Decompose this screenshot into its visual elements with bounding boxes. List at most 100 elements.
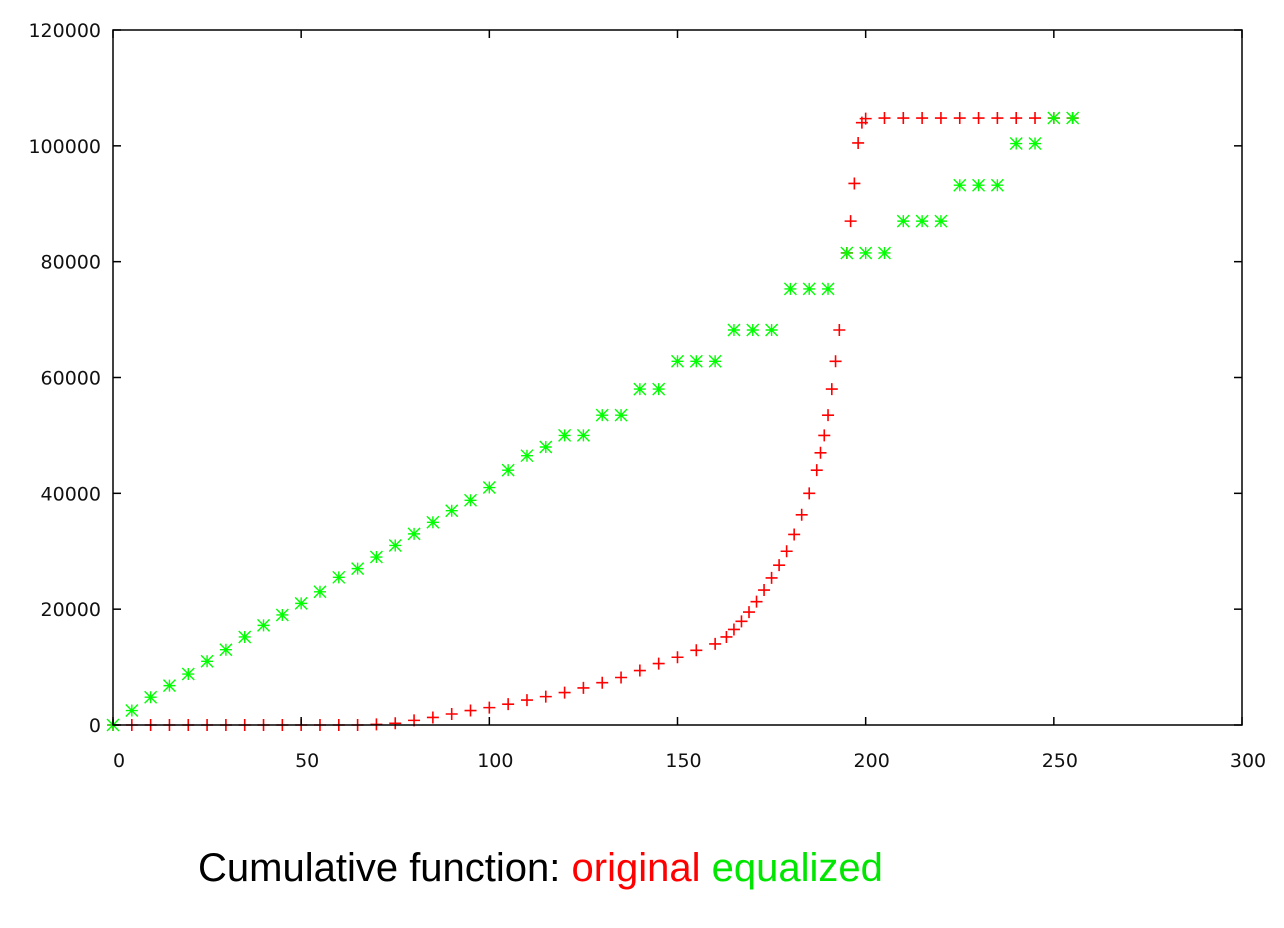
cumulative-scatter-chart: 0 50 100 150 200 250 300 0 20000 40000 60000 80000… (28, 20, 1266, 772)
data-point-original (822, 409, 835, 422)
data-point-original (848, 177, 861, 190)
data-point-equalized (746, 323, 760, 337)
data-point-original (803, 487, 816, 500)
data-point-equalized (708, 354, 722, 368)
x-tick-label: 0 (113, 750, 125, 772)
data-point-equalized (520, 449, 534, 463)
data-point-original (810, 464, 823, 477)
data-point-equalized (1066, 111, 1080, 125)
data-point-original (671, 651, 684, 664)
data-point-original (720, 630, 733, 643)
data-point-equalized (765, 323, 779, 337)
data-point-original (852, 136, 865, 149)
data-point-original (615, 671, 628, 684)
data-point-original (690, 644, 703, 657)
data-point-original (814, 446, 827, 459)
data-point-equalized (953, 178, 967, 192)
caption-original-label: original (571, 846, 701, 890)
data-point-equalized (313, 585, 327, 599)
data-point-original (1010, 112, 1023, 125)
data-point-equalized (614, 408, 628, 422)
data-point-equalized (859, 246, 873, 260)
data-point-equalized (1047, 111, 1061, 125)
data-point-equalized (332, 570, 346, 584)
x-axis-tick-labels: 0 50 100 150 200 250 300 (113, 750, 1266, 772)
caption-separator (700, 846, 711, 890)
x-tick-label: 150 (665, 750, 701, 772)
data-point-equalized (482, 481, 496, 495)
data-point-equalized (972, 178, 986, 192)
data-point-original (972, 112, 985, 125)
data-point-original (829, 355, 842, 368)
data-point-equalized (445, 504, 459, 518)
y-tick-label: 80000 (41, 252, 101, 274)
data-point-equalized (407, 527, 421, 541)
x-tick-label: 100 (477, 750, 513, 772)
data-point-equalized (501, 463, 515, 477)
data-point-equalized (840, 246, 854, 260)
y-tick-label: 100000 (28, 136, 101, 158)
y-tick-label: 20000 (41, 599, 101, 621)
data-point-original (709, 637, 722, 650)
data-point-equalized (219, 643, 233, 657)
axis-ticks (112, 29, 1243, 726)
data-point-equalized (388, 538, 402, 552)
data-point-equalized (464, 493, 478, 507)
data-point-original (727, 623, 740, 636)
data-point-equalized (200, 654, 214, 668)
data-point-equalized (727, 323, 741, 337)
data-point-original (818, 429, 831, 442)
data-point-original (652, 657, 665, 670)
x-tick-label: 200 (854, 750, 890, 772)
data-point-equalized (595, 408, 609, 422)
data-point-equalized (181, 667, 195, 681)
data-point-equalized (671, 354, 684, 368)
data-point-original (897, 112, 910, 125)
data-point-equalized (351, 562, 365, 576)
data-point-equalized (689, 354, 703, 368)
x-tick-label: 250 (1042, 750, 1078, 772)
y-tick-label: 0 (89, 715, 101, 737)
data-point-original (558, 686, 571, 699)
caption-equalized-label: equalized (711, 846, 883, 890)
data-point-original (780, 545, 793, 558)
data-point-original (833, 324, 846, 337)
data-point-original (502, 698, 515, 711)
x-tick-label: 50 (295, 750, 319, 772)
data-point-equalized (576, 428, 590, 442)
data-point-equalized (915, 214, 929, 228)
data-point-equalized (369, 550, 383, 564)
data-point-original (389, 717, 402, 730)
data-point-original (633, 664, 646, 677)
data-point-original (844, 215, 857, 228)
data-point-equalized (821, 282, 835, 296)
data-point-original (539, 690, 552, 703)
data-point-original (483, 701, 496, 714)
data-point-equalized (426, 515, 440, 529)
data-point-original (765, 571, 778, 584)
data-point-equalized (652, 382, 666, 396)
data-point-original (953, 112, 966, 125)
data-point-equalized (1009, 137, 1023, 151)
data-point-equalized (877, 246, 891, 260)
data-point-original (991, 112, 1004, 125)
data-point-equalized (802, 282, 816, 296)
data-point-original (788, 528, 801, 541)
data-point-equalized (783, 282, 797, 296)
data-point-original (758, 584, 771, 597)
series-equalized (106, 111, 1080, 732)
data-point-equalized (257, 618, 271, 632)
data-point-original (750, 595, 763, 608)
data-point-original (795, 508, 808, 521)
data-point-original (916, 112, 929, 125)
data-point-original (1029, 112, 1042, 125)
series-original (107, 112, 1079, 731)
y-tick-label: 40000 (41, 483, 101, 505)
data-point-original (464, 704, 477, 717)
data-point-original (596, 676, 609, 689)
data-point-original (577, 681, 590, 694)
data-point-original (825, 383, 838, 396)
data-point-original (859, 112, 872, 125)
chart-caption: Cumulative function: original equalized (198, 846, 883, 891)
x-tick-label: 300 (1230, 750, 1266, 772)
